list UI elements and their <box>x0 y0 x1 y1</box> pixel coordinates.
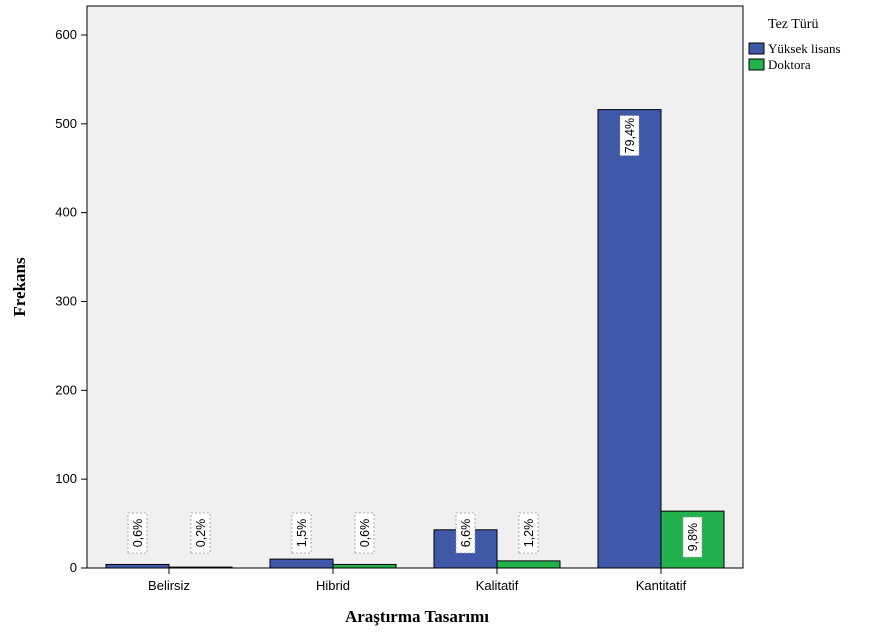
y-tick-label: 200 <box>55 382 77 397</box>
data-label: 0,6% <box>354 512 375 554</box>
y-tick-label: 100 <box>55 471 77 486</box>
data-label-text: 0,6% <box>358 519 372 548</box>
data-label: 6,6% <box>455 512 476 554</box>
data-label-text: 1,5% <box>295 519 309 548</box>
data-label-box <box>455 512 476 554</box>
legend-title: Tez Türü <box>768 17 818 32</box>
legend: Tez Türü Yüksek lisans Doktora <box>748 17 841 72</box>
data-label: 79,4% <box>619 115 640 157</box>
bar-yuksek-lisans <box>105 563 170 569</box>
data-label-text: 0,6% <box>131 519 145 548</box>
legend-swatch-doktora <box>748 58 765 71</box>
y-axis-title: Frekans <box>10 257 29 317</box>
data-label-box <box>127 512 148 554</box>
data-label-text: 1,2% <box>522 519 536 548</box>
legend-label-yuksek-lisans: Yüksek lisans <box>768 41 841 56</box>
bar-yuksek-lisans <box>597 109 662 569</box>
data-label-text: 6,6% <box>459 519 473 548</box>
bar-doktora <box>168 566 233 569</box>
data-label-box <box>190 512 211 554</box>
data-label-text: 79,4% <box>623 118 637 153</box>
x-tick-label: Belirsiz <box>148 578 190 593</box>
data-label: 1,5% <box>291 512 312 554</box>
data-label-box <box>619 115 640 157</box>
y-tick-label: 0 <box>70 560 77 575</box>
bar-doktora <box>496 560 561 569</box>
x-tick-label: Hibrid <box>316 578 350 593</box>
y-tick-label: 300 <box>55 294 77 309</box>
legend-swatch-yuksek-lisans <box>748 42 765 55</box>
data-label-text: 0,2% <box>194 519 208 548</box>
bar-yuksek-lisans <box>269 558 334 569</box>
y-tick-label: 600 <box>55 27 77 42</box>
data-label: 0,2% <box>190 512 211 554</box>
y-axis-ticks: 0 100 200 300 400 500 600 <box>55 27 87 575</box>
data-label-box <box>291 512 312 554</box>
x-tick-label: Kalitatif <box>476 578 519 593</box>
data-label: 9,8% <box>682 516 703 558</box>
bar-doktora <box>332 563 397 569</box>
y-tick-label: 500 <box>55 116 77 131</box>
bars: 0,6% 0,2% 1,5% 0,6% 6,6% 1,2% 79,4% 9,8% <box>105 109 725 569</box>
data-label-text: 9,8% <box>686 523 700 552</box>
x-axis-ticks: Belirsiz Hibrid Kalitatif Kantitatif <box>148 568 687 593</box>
x-tick-label: Kantitatif <box>636 578 687 593</box>
data-label-box <box>682 516 703 558</box>
data-label-box <box>518 512 539 554</box>
data-label: 1,2% <box>518 512 539 554</box>
data-label-box <box>354 512 375 554</box>
y-tick-label: 400 <box>55 205 77 220</box>
data-label: 0,6% <box>127 512 148 554</box>
x-axis-title: Araştırma Tasarımı <box>345 607 489 626</box>
legend-label-doktora: Doktora <box>768 57 811 72</box>
